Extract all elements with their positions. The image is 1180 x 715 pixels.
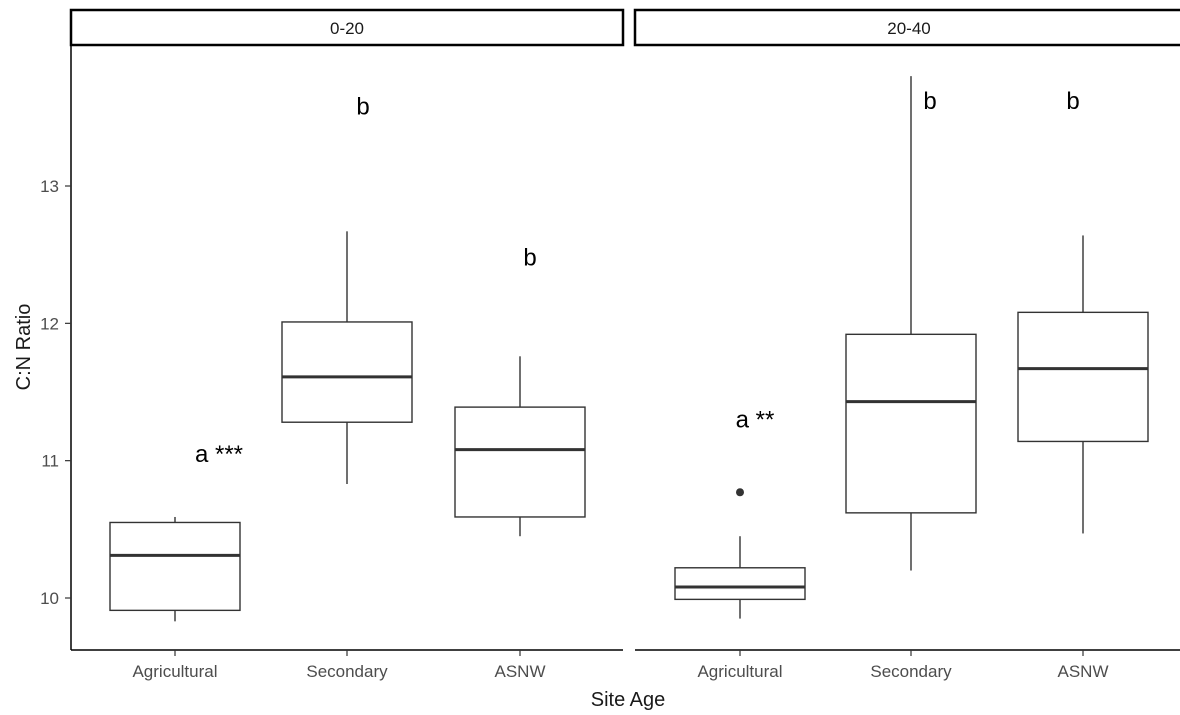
- strip-box-1: [633, 8, 1180, 47]
- x-tick-label: Secondary: [870, 662, 952, 681]
- panel-0-20: a *** b b: [109, 93, 586, 622]
- box-iqr: [1017, 311, 1149, 443]
- significance-label: b: [1066, 88, 1079, 115]
- x-tick-label: Agricultural: [697, 662, 782, 681]
- x-tick-label: Agricultural: [132, 662, 217, 681]
- box-iqr: [281, 321, 413, 423]
- y-tick-label: 10: [40, 589, 59, 608]
- x-tick-label: Secondary: [306, 662, 388, 681]
- x-tick-label: ASNW: [1058, 662, 1109, 681]
- panel-20-40: a ** b b: [674, 76, 1149, 619]
- y-tick-label: 13: [40, 177, 59, 196]
- x-tick-label: ASNW: [495, 662, 546, 681]
- x-axis-title: Site Age: [591, 689, 666, 711]
- y-tick-label: 12: [40, 314, 59, 333]
- strip-label-0: 0-20: [330, 19, 364, 38]
- y-tick-label: 11: [41, 452, 59, 471]
- box-iqr: [845, 333, 977, 514]
- significance-label: a ***: [195, 441, 243, 468]
- significance-label: b: [523, 244, 536, 271]
- box-iqr: [454, 406, 586, 518]
- outlier-point: [736, 488, 744, 497]
- significance-label: b: [356, 93, 369, 120]
- y-axis-ticks: 10 11 12 13: [40, 177, 71, 608]
- strip-box-0: [69, 8, 625, 47]
- strip-label-1: 20-40: [887, 19, 930, 38]
- y-axis-title: C:N Ratio: [13, 304, 35, 391]
- x-axis-ticks: Agricultural Secondary ASNW Agricultural Sec…: [132, 650, 1109, 681]
- significance-label: b: [923, 88, 936, 115]
- significance-label: a **: [736, 406, 775, 433]
- box-iqr: [109, 521, 241, 612]
- box-iqr: [674, 567, 806, 601]
